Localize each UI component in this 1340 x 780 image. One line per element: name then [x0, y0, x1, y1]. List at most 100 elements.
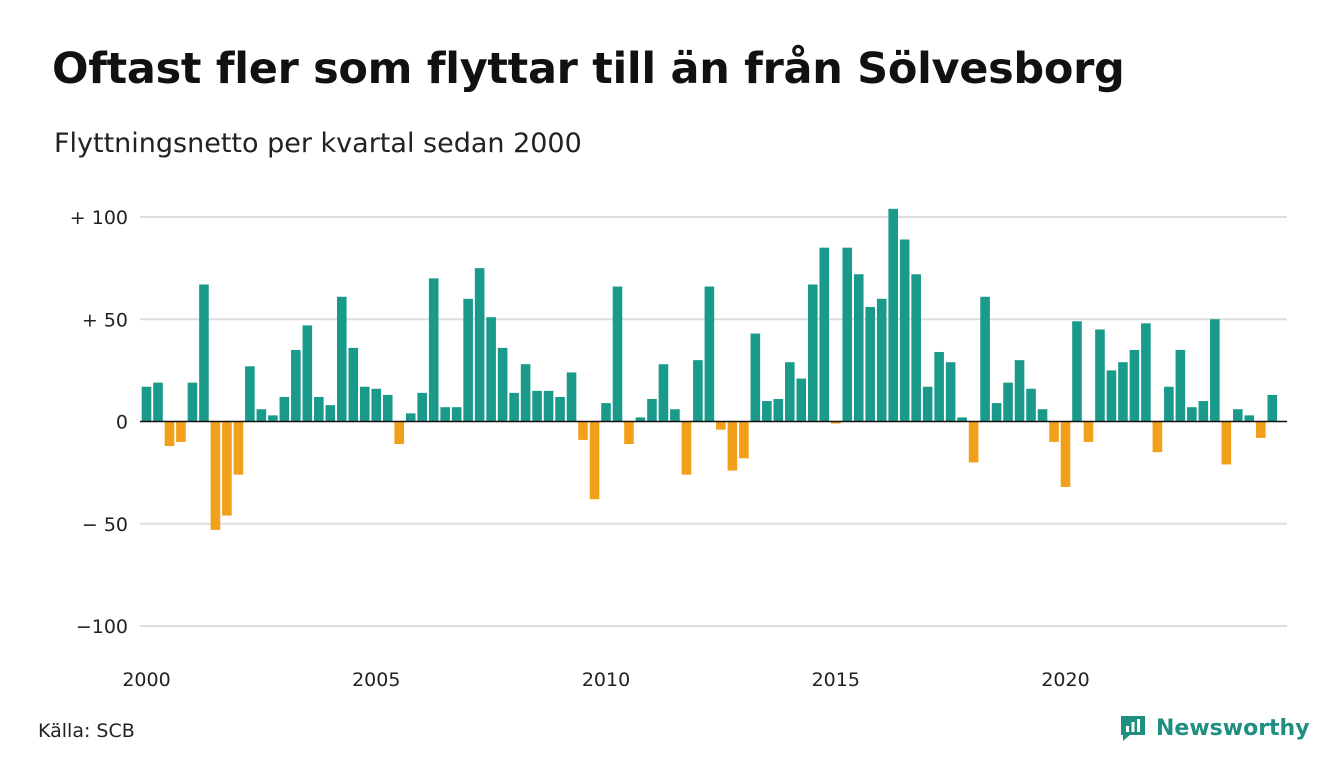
bar	[1267, 394, 1278, 422]
bar	[199, 284, 209, 422]
bar	[348, 347, 359, 422]
bar	[658, 364, 669, 422]
x-tick-label: 2020	[1041, 669, 1089, 691]
bar	[1060, 421, 1071, 487]
bar	[1026, 388, 1036, 422]
bar	[486, 317, 496, 422]
bar	[336, 296, 347, 422]
x-tick-label: 2000	[122, 669, 170, 691]
bar	[256, 409, 267, 422]
bar	[1129, 349, 1140, 422]
bar	[612, 286, 623, 422]
bar	[371, 388, 382, 422]
bar	[670, 409, 680, 422]
newsworthy-logo-icon	[1121, 716, 1145, 741]
bar	[647, 399, 657, 422]
bar	[1083, 421, 1094, 442]
bar	[876, 298, 887, 422]
bar	[210, 421, 221, 530]
bar	[578, 421, 588, 440]
bar	[922, 386, 933, 422]
bar	[1141, 323, 1151, 422]
bar	[762, 401, 772, 422]
bar	[222, 421, 232, 516]
bar	[451, 407, 462, 422]
brand-logo: Newsworthy	[1118, 713, 1310, 743]
bar	[417, 392, 427, 422]
bar	[750, 333, 761, 422]
bar	[1175, 349, 1186, 422]
bar	[566, 372, 577, 422]
bar	[1095, 329, 1105, 422]
bar	[497, 347, 508, 422]
bar	[428, 278, 439, 422]
bar	[245, 366, 255, 422]
bar	[1072, 321, 1082, 422]
bar	[785, 362, 795, 422]
bar	[509, 392, 519, 422]
bar	[325, 405, 336, 422]
bar	[853, 274, 864, 422]
bar	[1118, 362, 1128, 422]
bar	[405, 413, 416, 422]
bar	[1210, 319, 1220, 422]
bar	[463, 298, 473, 422]
bar	[807, 284, 818, 422]
bar	[1014, 360, 1025, 422]
bar	[1152, 421, 1163, 453]
bar	[704, 286, 715, 422]
bar	[359, 386, 370, 422]
bar	[716, 421, 726, 430]
brand-name: Newsworthy	[1156, 715, 1310, 741]
bar	[1233, 409, 1243, 422]
chart-subtitle: Flyttningsnetto per kvartal sedan 2000	[54, 128, 582, 159]
bar	[601, 403, 611, 422]
source-note: Källa: SCB	[38, 720, 135, 742]
bar	[1244, 415, 1255, 422]
bar	[314, 396, 324, 422]
bar	[830, 421, 841, 424]
bar	[382, 394, 393, 422]
bar	[141, 386, 152, 422]
bar	[543, 390, 554, 422]
bar	[176, 421, 186, 442]
bar	[1003, 382, 1013, 422]
bar	[1164, 386, 1174, 422]
bar	[693, 360, 703, 422]
y-tick-label: −100	[76, 616, 128, 638]
bar	[1255, 421, 1266, 438]
chart-title: Oftast fler som flyttar till än från Söl…	[52, 44, 1125, 94]
bar	[635, 417, 646, 422]
bar	[980, 296, 990, 422]
bar	[968, 421, 979, 463]
bar	[520, 364, 531, 422]
bar	[440, 407, 450, 422]
bar	[796, 378, 807, 422]
bar	[888, 208, 898, 422]
bar	[842, 247, 853, 422]
x-tick-label: 2015	[812, 669, 860, 691]
bar	[865, 306, 876, 422]
bar	[1037, 409, 1048, 422]
bar	[739, 421, 749, 459]
bar	[1187, 407, 1197, 422]
bar	[302, 325, 313, 422]
bar	[1198, 401, 1209, 422]
y-tick-label: + 100	[70, 207, 128, 229]
bar	[911, 274, 921, 422]
bar	[899, 239, 910, 422]
bar	[279, 396, 290, 422]
bar	[727, 421, 738, 471]
bar	[268, 415, 278, 422]
bar	[555, 396, 565, 422]
bar	[819, 247, 830, 422]
bar	[589, 421, 600, 500]
bar	[991, 403, 1002, 422]
bar	[291, 349, 301, 422]
x-tick-label: 2010	[582, 669, 630, 691]
bar	[532, 390, 542, 422]
bar	[1106, 370, 1117, 422]
y-tick-label: − 50	[82, 514, 128, 536]
x-tick-label: 2005	[352, 669, 400, 691]
bar-chart: + 100 + 50 0 − 50 −100 2000 2005 2010 2015 2020	[70, 207, 1287, 691]
